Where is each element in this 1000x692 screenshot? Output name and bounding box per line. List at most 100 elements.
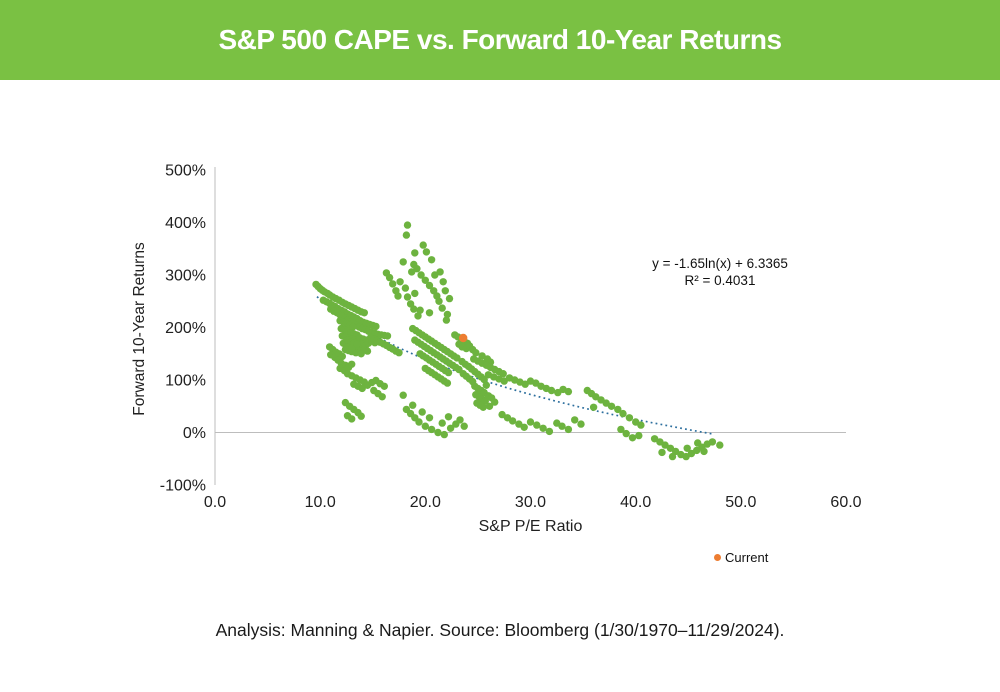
header-bar: S&P 500 CAPE vs. Forward 10-Year Returns bbox=[0, 0, 1000, 80]
data-point bbox=[417, 271, 425, 279]
data-point bbox=[385, 273, 394, 282]
data-point bbox=[348, 344, 356, 353]
data-point bbox=[444, 368, 453, 377]
x-tick-labels: 0.0 10.0 20.0 30.0 40.0 50.0 60.0 bbox=[204, 494, 862, 511]
data-point bbox=[416, 306, 424, 314]
y-tick-label: 0% bbox=[183, 425, 206, 442]
data-point bbox=[515, 420, 523, 428]
y-tick-label: 500% bbox=[165, 163, 206, 180]
legend-current-label: Current bbox=[725, 550, 769, 565]
data-point bbox=[443, 310, 452, 319]
x-tick-label: 20.0 bbox=[410, 494, 441, 511]
x-tick-label: 0.0 bbox=[204, 494, 226, 511]
scatter-plot: 500% 400% 300% 200% 100% 0% -100%0.0 10.0 20.0 30… bbox=[160, 163, 862, 512]
trendline-r-squared: R² = 0.4031 bbox=[684, 272, 756, 288]
data-point bbox=[478, 352, 486, 360]
data-point bbox=[479, 403, 487, 411]
data-point bbox=[716, 441, 724, 449]
legend: Current bbox=[714, 550, 768, 565]
data-point bbox=[348, 360, 356, 368]
data-point bbox=[445, 294, 454, 303]
data-point bbox=[372, 322, 380, 331]
data-point bbox=[456, 416, 464, 424]
data-point bbox=[425, 281, 434, 290]
data-point bbox=[499, 370, 507, 378]
data-point bbox=[421, 276, 429, 284]
data-point bbox=[427, 256, 436, 264]
data-point bbox=[435, 297, 443, 305]
data-point bbox=[427, 425, 436, 434]
x-axis-title: S&P P/E Ratio bbox=[478, 518, 583, 535]
current-point bbox=[459, 333, 468, 343]
data-point bbox=[564, 425, 573, 434]
data-point bbox=[403, 293, 412, 301]
data-point bbox=[491, 398, 499, 406]
data-point bbox=[554, 388, 562, 397]
data-point bbox=[628, 434, 637, 442]
data-point bbox=[545, 427, 554, 436]
data-point bbox=[411, 289, 419, 298]
y-tick-label: -100% bbox=[160, 478, 206, 495]
data-point bbox=[453, 354, 461, 362]
data-point bbox=[415, 418, 423, 426]
data-point bbox=[508, 417, 517, 425]
data-point bbox=[577, 420, 585, 428]
data-point bbox=[440, 430, 448, 439]
data-point bbox=[434, 428, 442, 437]
data-point bbox=[589, 403, 598, 411]
data-point bbox=[683, 444, 691, 452]
data-point bbox=[410, 305, 418, 313]
page-title: S&P 500 CAPE vs. Forward 10-Year Returns bbox=[218, 24, 782, 55]
data-point bbox=[614, 405, 622, 414]
data-point bbox=[520, 423, 528, 431]
data-point bbox=[414, 312, 422, 320]
data-point bbox=[409, 401, 417, 409]
data-point bbox=[446, 424, 455, 432]
data-point bbox=[485, 402, 494, 410]
data-point bbox=[411, 249, 419, 257]
x-tick-label: 50.0 bbox=[725, 494, 756, 511]
data-point bbox=[401, 284, 410, 292]
data-point bbox=[360, 309, 368, 317]
data-point bbox=[635, 431, 643, 440]
data-point bbox=[396, 278, 404, 286]
data-point bbox=[700, 447, 708, 456]
data-point bbox=[558, 422, 566, 430]
data-point bbox=[438, 419, 446, 427]
y-tick-label: 300% bbox=[165, 268, 206, 285]
y-tick-labels: 500% 400% 300% 200% 100% 0% -100% bbox=[160, 163, 206, 495]
data-point bbox=[472, 349, 480, 357]
data-point bbox=[402, 231, 411, 239]
data-point bbox=[533, 421, 541, 429]
data-point bbox=[378, 393, 386, 401]
y-axis-title: Forward 10-Year Returns bbox=[131, 242, 148, 416]
data-point bbox=[431, 271, 439, 279]
data-point bbox=[658, 448, 666, 457]
data-point bbox=[637, 421, 645, 429]
data-point bbox=[661, 441, 669, 449]
data-point bbox=[394, 292, 402, 300]
data-point bbox=[357, 412, 365, 420]
trendline-annotation: y = -1.65ln(x) + 6.3365 R² = 0.4031 bbox=[600, 256, 840, 290]
data-point bbox=[602, 399, 610, 407]
data-point bbox=[425, 309, 434, 317]
data-point bbox=[403, 221, 412, 229]
data-point bbox=[526, 418, 535, 426]
data-point bbox=[438, 304, 446, 312]
data-point bbox=[668, 452, 677, 461]
data-point bbox=[442, 316, 451, 324]
trendline-equation: y = -1.65ln(x) + 6.3365 bbox=[652, 256, 788, 271]
data-point bbox=[421, 422, 429, 430]
y-tick-label: 400% bbox=[165, 215, 206, 232]
data-point bbox=[363, 347, 372, 355]
data-point bbox=[439, 278, 447, 286]
data-point bbox=[619, 409, 627, 418]
data-point bbox=[460, 422, 468, 430]
x-tick-label: 40.0 bbox=[620, 494, 651, 511]
x-tick-label: 60.0 bbox=[830, 494, 861, 511]
data-point bbox=[357, 350, 365, 358]
current-point-legend-icon bbox=[714, 554, 721, 561]
x-tick-label: 10.0 bbox=[305, 494, 336, 511]
data-point bbox=[482, 381, 490, 389]
data-point bbox=[349, 323, 357, 331]
